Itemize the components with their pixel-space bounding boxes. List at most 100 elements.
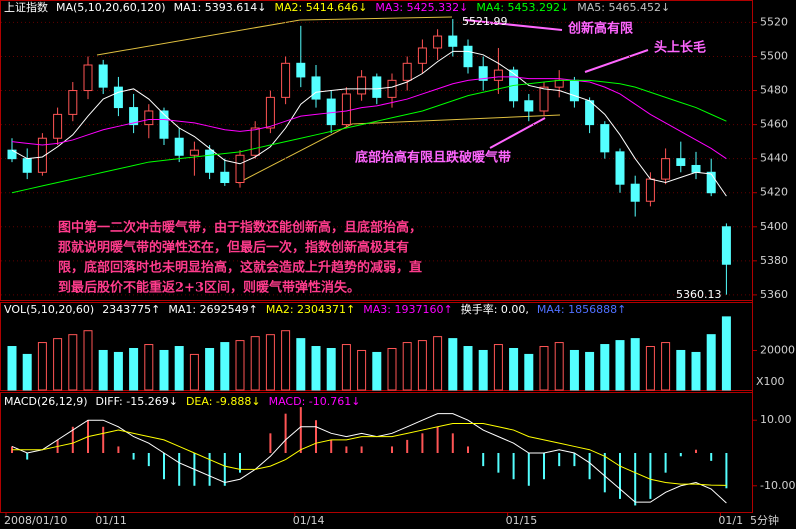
candle-body (691, 164, 701, 173)
volume-bar (53, 338, 63, 391)
volume-bar (661, 342, 671, 391)
candle-body (585, 100, 595, 126)
volume-bar (326, 347, 336, 391)
header-item: MA1: 2692549↑ (168, 303, 257, 316)
volume-bar (372, 351, 382, 391)
y-tick-label: 5380 (760, 254, 788, 267)
y-tick-label: 5460 (760, 118, 788, 131)
annotation: 5521.99 (462, 15, 508, 28)
candle-body (539, 86, 549, 112)
volume-bar (706, 334, 716, 391)
candle-body (448, 35, 458, 47)
candle-body (524, 100, 534, 112)
frame (0, 0, 753, 513)
candle-body (250, 127, 260, 156)
y-tick-label: 5360 (760, 288, 788, 301)
candle-body (721, 226, 731, 265)
volume-bar (281, 330, 291, 391)
candle-body (129, 107, 139, 126)
candle-body (341, 93, 351, 126)
x-tick-label: 2008/01/10 (4, 514, 67, 527)
volume-bar (676, 349, 686, 391)
candle-body (645, 178, 655, 202)
y-tick-label: 5420 (760, 186, 788, 199)
volume-bar (205, 347, 215, 391)
unit-label: X100 (756, 375, 785, 388)
volume-bar (265, 334, 275, 391)
volume-bar (129, 347, 139, 391)
volume-bar (189, 353, 199, 391)
volume-bar (357, 349, 367, 391)
x-tick-label: 01/15 (506, 514, 538, 527)
header-item: MA2: 2304371↑ (266, 303, 355, 316)
note-line: 限，底部回落时也未明显抬高，这就会造成上升趋势的减弱，直 (58, 260, 422, 276)
candle-body (417, 47, 427, 64)
volume-bar (83, 330, 93, 391)
volume-bar (402, 342, 412, 391)
header-item: MA3: 5425.332↓ (375, 1, 468, 14)
candle-body (372, 76, 382, 98)
header-item: 2343775↑ (102, 303, 160, 316)
candle-body (68, 90, 78, 115)
indicator-line (12, 423, 727, 486)
x-tick-label: 01/1 (718, 514, 743, 527)
header-item: MA3: 1937160↑ (363, 303, 452, 316)
volume-bar (7, 346, 17, 391)
x-tick-label: 01/14 (293, 514, 325, 527)
annotation: 5360.13 (676, 288, 722, 301)
candle-body (53, 113, 63, 139)
candle-body (98, 64, 108, 88)
note-line: 到最后股价不能重返2+3区间，则暖气带弹性消失。 (58, 280, 360, 296)
header-item: MA2: 5414.646↓ (275, 1, 368, 14)
candle-body (357, 76, 367, 95)
candle-body (387, 79, 397, 98)
annotation: 创新高有限 (567, 21, 634, 37)
candle-body (311, 76, 321, 100)
candle-body (615, 151, 625, 185)
volume-bar (569, 349, 579, 391)
volume-bar (615, 340, 625, 391)
header-item: MA5: 5465.452↓ (577, 1, 670, 14)
candle-body (706, 171, 716, 194)
header-item: VOL(5,10,20,60) (4, 303, 94, 316)
y-tick-label: 5440 (760, 152, 788, 165)
candle-body (463, 45, 473, 68)
volume-bar (509, 347, 519, 391)
header-item: MA4: 1856888↑ (537, 303, 626, 316)
volume-bar (448, 338, 458, 391)
y-tick-label: 5520 (760, 15, 788, 28)
note-line: 图中第一二次冲击暖气带，由于指数还能创新高，且底部抬高， (58, 220, 422, 236)
candle-body (554, 79, 564, 88)
volume-bar (417, 340, 427, 391)
volume-bar (144, 344, 154, 391)
volume-bar (68, 334, 78, 391)
x-unit-label: 5分钟 (750, 513, 779, 527)
header-item: MA(5,10,20,60,120) (56, 1, 166, 14)
header-item: MACD: -10.761↓ (269, 395, 361, 408)
candle-body (22, 158, 32, 173)
candle-body (37, 137, 47, 173)
candle-body (281, 62, 291, 98)
header-item: MACD(26,12,9) (4, 395, 88, 408)
candle-body (235, 154, 245, 184)
volume-bar (478, 349, 488, 391)
candle-body (493, 69, 503, 81)
volume-bar (600, 344, 610, 391)
annotation: 头上长毛 (654, 40, 706, 56)
volume-bar (645, 346, 655, 391)
candle-body (478, 66, 488, 81)
volume-bar (311, 346, 321, 391)
volume-bar (463, 346, 473, 391)
header-item: 换手率: 0.00, (461, 302, 529, 316)
volume-bar (691, 351, 701, 391)
header-item: MA4: 5453.292↓ (476, 1, 569, 14)
arrows (464, 19, 649, 149)
volume-bar (721, 316, 731, 391)
y-tick-label: 5400 (760, 220, 788, 233)
candle-body (189, 149, 199, 156)
volume-bar (250, 336, 260, 391)
volume-bar (235, 340, 245, 391)
y-tick-label: 5480 (760, 84, 788, 97)
